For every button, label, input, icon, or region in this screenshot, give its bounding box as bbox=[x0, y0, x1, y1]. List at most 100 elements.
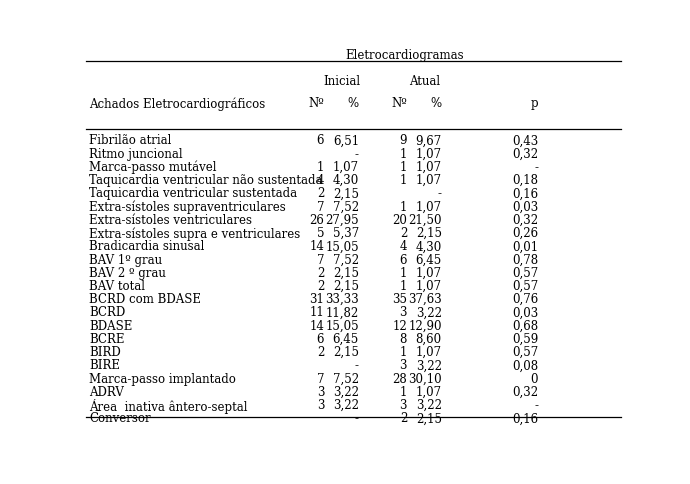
Text: 0,26: 0,26 bbox=[512, 227, 538, 240]
Text: 0,08: 0,08 bbox=[512, 360, 538, 372]
Text: 4: 4 bbox=[317, 174, 324, 187]
Text: 1: 1 bbox=[317, 161, 324, 174]
Text: Conversor: Conversor bbox=[89, 412, 150, 425]
Text: 6,45: 6,45 bbox=[333, 333, 359, 346]
Text: 3,22: 3,22 bbox=[416, 360, 442, 372]
Text: 12: 12 bbox=[393, 320, 407, 333]
Text: 21,50: 21,50 bbox=[408, 214, 442, 227]
Text: 6,51: 6,51 bbox=[333, 135, 359, 148]
Text: Achados Eletrocardiográficos: Achados Eletrocardiográficos bbox=[89, 97, 265, 111]
Text: BAV 2 º grau: BAV 2 º grau bbox=[89, 267, 166, 280]
Text: 28: 28 bbox=[393, 373, 407, 386]
Text: 0,59: 0,59 bbox=[512, 333, 538, 346]
Text: 35: 35 bbox=[392, 293, 407, 306]
Text: 3: 3 bbox=[400, 360, 407, 372]
Text: 15,05: 15,05 bbox=[326, 320, 359, 333]
Text: -: - bbox=[355, 148, 359, 161]
Text: 0,18: 0,18 bbox=[512, 174, 538, 187]
Text: 0,32: 0,32 bbox=[512, 386, 538, 399]
Text: 6,45: 6,45 bbox=[415, 254, 442, 267]
Text: Área  inativa ântero-septal: Área inativa ântero-septal bbox=[89, 399, 248, 414]
Text: 2,15: 2,15 bbox=[416, 227, 442, 240]
Text: Eletrocardiogramas: Eletrocardiogramas bbox=[345, 49, 464, 62]
Text: 0,32: 0,32 bbox=[512, 214, 538, 227]
Text: 1,07: 1,07 bbox=[416, 386, 442, 399]
Text: BDASE: BDASE bbox=[89, 320, 132, 333]
Text: 12,90: 12,90 bbox=[408, 320, 442, 333]
Text: 37,63: 37,63 bbox=[408, 293, 442, 306]
Text: 0,32: 0,32 bbox=[512, 148, 538, 161]
Text: Extra-sístoles ventriculares: Extra-sístoles ventriculares bbox=[89, 214, 252, 227]
Text: Marca-passo implantado: Marca-passo implantado bbox=[89, 373, 236, 386]
Text: 8: 8 bbox=[400, 333, 407, 346]
Text: -: - bbox=[438, 187, 442, 200]
Text: 11,82: 11,82 bbox=[326, 306, 359, 319]
Text: 3: 3 bbox=[400, 399, 407, 412]
Text: 1,07: 1,07 bbox=[416, 267, 442, 280]
Text: Ritmo juncional: Ritmo juncional bbox=[89, 148, 183, 161]
Text: Taquicardia ventricular sustentada: Taquicardia ventricular sustentada bbox=[89, 187, 297, 200]
Text: Atual: Atual bbox=[409, 75, 440, 88]
Text: 0,03: 0,03 bbox=[512, 201, 538, 213]
Text: BCRE: BCRE bbox=[89, 333, 124, 346]
Text: 0,68: 0,68 bbox=[512, 320, 538, 333]
Text: Bradicardia sinusal: Bradicardia sinusal bbox=[89, 241, 204, 253]
Text: 1: 1 bbox=[400, 148, 407, 161]
Text: ADRV: ADRV bbox=[89, 386, 124, 399]
Text: 0,57: 0,57 bbox=[512, 280, 538, 293]
Text: 4,30: 4,30 bbox=[333, 174, 359, 187]
Text: 14: 14 bbox=[309, 320, 324, 333]
Text: %: % bbox=[348, 97, 359, 110]
Text: 3: 3 bbox=[317, 399, 324, 412]
Text: 2: 2 bbox=[400, 227, 407, 240]
Text: 4: 4 bbox=[400, 241, 407, 253]
Text: 30,10: 30,10 bbox=[408, 373, 442, 386]
Text: BIRD: BIRD bbox=[89, 346, 121, 359]
Text: 1,07: 1,07 bbox=[416, 346, 442, 359]
Text: 7,52: 7,52 bbox=[333, 201, 359, 213]
Text: BCRD: BCRD bbox=[89, 306, 125, 319]
Text: BIRE: BIRE bbox=[89, 360, 120, 372]
Text: -: - bbox=[355, 360, 359, 372]
Text: 1,07: 1,07 bbox=[416, 174, 442, 187]
Text: 1: 1 bbox=[400, 280, 407, 293]
Text: 2,15: 2,15 bbox=[333, 267, 359, 280]
Text: 6: 6 bbox=[317, 135, 324, 148]
Text: 1: 1 bbox=[400, 346, 407, 359]
Text: 7: 7 bbox=[317, 254, 324, 267]
Text: 1: 1 bbox=[400, 201, 407, 213]
Text: %: % bbox=[431, 97, 442, 110]
Text: 2,15: 2,15 bbox=[416, 412, 442, 425]
Text: 1,07: 1,07 bbox=[416, 161, 442, 174]
Text: 2,15: 2,15 bbox=[333, 187, 359, 200]
Text: 6: 6 bbox=[317, 333, 324, 346]
Text: 7: 7 bbox=[317, 201, 324, 213]
Text: Extra-sístoles supraventriculares: Extra-sístoles supraventriculares bbox=[89, 201, 286, 214]
Text: 4,30: 4,30 bbox=[415, 241, 442, 253]
Text: 3,22: 3,22 bbox=[333, 386, 359, 399]
Text: 14: 14 bbox=[309, 241, 324, 253]
Text: 0,03: 0,03 bbox=[512, 306, 538, 319]
Text: 0,43: 0,43 bbox=[512, 135, 538, 148]
Text: -: - bbox=[355, 412, 359, 425]
Text: 0,16: 0,16 bbox=[512, 187, 538, 200]
Text: p: p bbox=[531, 97, 538, 110]
Text: 1,07: 1,07 bbox=[416, 201, 442, 213]
Text: 0,76: 0,76 bbox=[512, 293, 538, 306]
Text: 1: 1 bbox=[400, 161, 407, 174]
Text: 2: 2 bbox=[317, 346, 324, 359]
Text: -: - bbox=[534, 399, 538, 412]
Text: 9: 9 bbox=[400, 135, 407, 148]
Text: 0,57: 0,57 bbox=[512, 346, 538, 359]
Text: 7,52: 7,52 bbox=[333, 254, 359, 267]
Text: 33,33: 33,33 bbox=[325, 293, 359, 306]
Text: 3: 3 bbox=[317, 386, 324, 399]
Text: 11: 11 bbox=[309, 306, 324, 319]
Text: 1,07: 1,07 bbox=[333, 161, 359, 174]
Text: 0,16: 0,16 bbox=[512, 412, 538, 425]
Text: 2: 2 bbox=[317, 280, 324, 293]
Text: -: - bbox=[534, 161, 538, 174]
Text: 1,07: 1,07 bbox=[416, 148, 442, 161]
Text: Nº: Nº bbox=[308, 97, 324, 110]
Text: 3: 3 bbox=[400, 306, 407, 319]
